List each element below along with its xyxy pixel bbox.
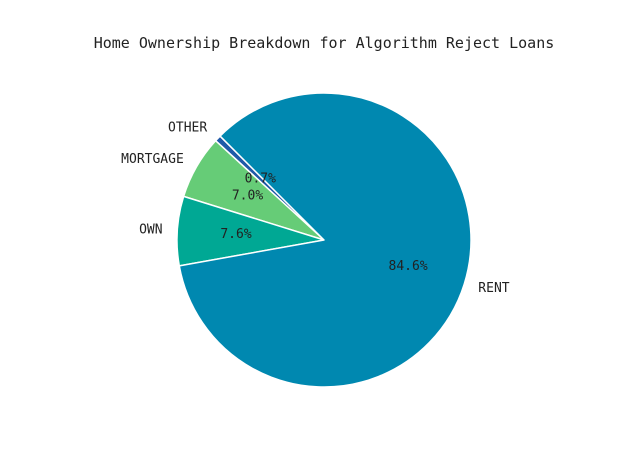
pct-label-other: 0.7% bbox=[245, 172, 276, 187]
slice-label-rent: RENT bbox=[478, 281, 509, 296]
pie-labels: OTHER 0.7% MORTGAGE 7.0% OWN 7.6% RENT 84.6% bbox=[121, 121, 510, 296]
pct-label-own: 7.6% bbox=[220, 227, 251, 242]
chart-title: Home Ownership Breakdown for Algorithm R… bbox=[94, 34, 555, 52]
slice-label-other: OTHER bbox=[168, 121, 207, 136]
pct-label-mortgage: 7.0% bbox=[232, 189, 263, 204]
pie-slices bbox=[176, 92, 472, 388]
pie-slice-rent bbox=[178, 92, 472, 388]
pct-label-rent: 84.6% bbox=[389, 259, 428, 274]
slice-label-mortgage: MORTGAGE bbox=[121, 152, 184, 167]
slice-label-own: OWN bbox=[139, 223, 162, 238]
